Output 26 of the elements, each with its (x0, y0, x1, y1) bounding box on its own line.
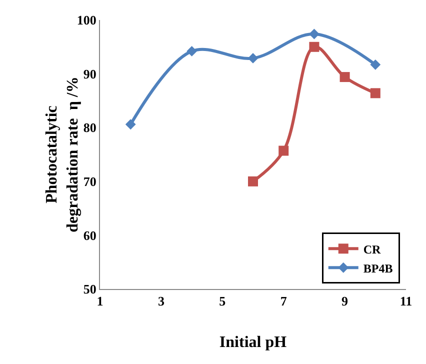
point (248, 176, 258, 186)
y-tick-label: 80 (83, 120, 96, 136)
point (278, 146, 289, 156)
x-tick-label: 11 (400, 294, 412, 309)
y-tick-label: 60 (83, 228, 96, 243)
legend-label: CR (363, 242, 382, 256)
x-tick-label: 7 (280, 294, 288, 309)
y-axis-title: Photocatalytic degradation rate η /% (44, 76, 82, 232)
y-tick-label: 100 (76, 12, 96, 28)
y-tick-label: 90 (83, 66, 96, 82)
x-tick-label: 9 (342, 294, 349, 309)
point (186, 46, 197, 56)
legend-label: BP4B (363, 261, 393, 276)
x-tick-label: 5 (219, 294, 226, 309)
x-axis-title: Initial pH (219, 334, 288, 351)
y-tick-label: 70 (83, 174, 96, 189)
point (340, 72, 350, 82)
point (309, 28, 320, 40)
y-tick-label: 50 (83, 282, 96, 297)
point (248, 53, 258, 64)
point (370, 59, 381, 70)
x-tick-label: 1 (96, 294, 104, 309)
point (125, 119, 136, 130)
point (370, 88, 380, 98)
point (309, 42, 320, 52)
x-tick-label: 3 (158, 294, 165, 309)
